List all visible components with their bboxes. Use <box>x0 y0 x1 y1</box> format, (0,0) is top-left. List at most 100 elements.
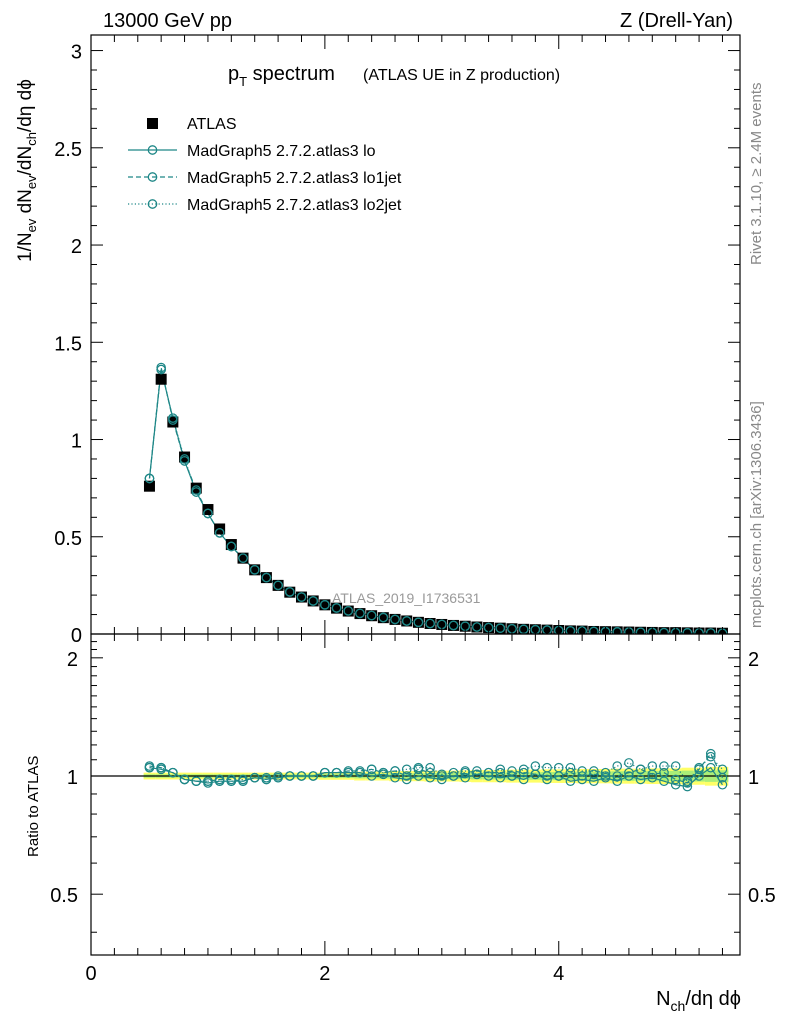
data-point <box>541 624 553 634</box>
legend-label-atlas: ATLAS <box>187 116 237 133</box>
mc-point-3 <box>425 618 435 629</box>
y-tick-label: 3 <box>71 42 82 64</box>
mc-point-3 <box>355 608 365 619</box>
ratio-point-0 <box>624 771 634 781</box>
ratio-point-1 <box>670 774 681 785</box>
ratio-point-2 <box>331 767 342 778</box>
y-tick-label: 0.5 <box>54 528 82 550</box>
y-tick-label: 2.5 <box>54 139 82 161</box>
mc-point-3 <box>577 626 587 634</box>
mc-point-3 <box>179 454 190 464</box>
ratio-point-2 <box>647 761 658 771</box>
ratio-point-0 <box>518 774 529 785</box>
mc-point-3 <box>261 572 272 583</box>
ratio-point-0 <box>542 774 552 785</box>
ratio-point-2 <box>624 758 634 768</box>
ratio-y-tick-label-right: 1 <box>748 767 759 789</box>
mc-point-3 <box>390 614 400 625</box>
legend-label-lo2jet: MadGraph5 2.7.2.atlas3 lo2jet <box>187 197 402 214</box>
legend-marker-lo <box>147 145 158 155</box>
mc-point-3 <box>249 565 260 575</box>
legend-marker-lo1jet <box>147 172 158 182</box>
ratio-point-2 <box>472 769 482 780</box>
mc-point-3 <box>331 603 342 613</box>
ratio-point-0 <box>705 762 716 773</box>
y-tick-label: 2 <box>71 236 82 258</box>
ratio-point-2 <box>296 771 307 781</box>
ratio-point-2 <box>156 762 166 773</box>
ratio-point-2 <box>495 764 506 775</box>
ratio-point-2 <box>694 762 704 773</box>
ratio-point-0 <box>366 771 377 781</box>
ratio-point-0 <box>437 774 447 785</box>
ratio-point-1 <box>705 748 716 759</box>
ratio-point-2 <box>600 767 611 778</box>
ratio-point-2 <box>413 762 424 773</box>
data-point <box>471 621 483 633</box>
ratio-y-tick-label: 1 <box>67 767 78 789</box>
data-point <box>260 572 272 584</box>
main-panel: 0 0.5 1 1.5 2 2.5 3 pT spectrum (ATLAS UE in Z… <box>15 34 741 647</box>
data-point <box>307 595 319 607</box>
ratio-point-2 <box>589 766 599 776</box>
data-point <box>155 373 167 385</box>
mc-point-3 <box>308 596 318 606</box>
ratio-point-0 <box>670 779 681 790</box>
ratio-panel-frame <box>90 633 741 956</box>
ratio-point-2 <box>530 761 541 771</box>
ratio-point-1 <box>589 769 599 780</box>
mc-point-3 <box>343 606 354 616</box>
data-point <box>377 612 389 624</box>
data-point <box>436 618 448 630</box>
data-point <box>143 480 155 492</box>
ratio-point-2 <box>144 762 155 773</box>
ratio-point-2 <box>565 762 576 773</box>
ratio-point-1 <box>600 771 611 781</box>
ratio-point-1 <box>612 771 623 781</box>
data-point <box>295 591 307 603</box>
ratio-point-0 <box>635 774 646 785</box>
ratio-point-2 <box>612 761 623 771</box>
ratio-point-1 <box>495 767 506 778</box>
data-point <box>611 626 623 634</box>
ratio-point-0 <box>717 779 728 790</box>
ratio-point-2 <box>437 769 447 780</box>
mc-point-3 <box>378 612 389 623</box>
data-point <box>681 627 693 634</box>
ratio-point-0 <box>647 772 658 783</box>
ratio-point-2 <box>226 776 237 787</box>
ratio-point-2 <box>448 767 459 778</box>
ratio-point-2 <box>214 776 225 787</box>
mc-point-3 <box>296 592 307 602</box>
ratio-point-2 <box>355 767 365 778</box>
analysis-label: ATLAS_2019_I1736531 <box>332 590 481 606</box>
legend-label-lo: MadGraph5 2.7.2.atlas3 lo <box>187 143 376 160</box>
data-point <box>459 620 471 632</box>
mc-point-3 <box>156 364 166 375</box>
ratio-point-2 <box>682 776 693 787</box>
mc-point-3 <box>273 580 283 591</box>
mc-point-3 <box>472 622 482 632</box>
data-point <box>401 615 413 627</box>
ratio-point-2 <box>401 764 412 775</box>
chart-title: pT spectrum <box>228 63 335 89</box>
mc-point-3 <box>191 487 202 497</box>
ratio-point-0 <box>589 776 599 787</box>
mc-point-3 <box>238 553 248 563</box>
rivet-label: Rivet 3.1.10, ≥ 2.4M events <box>748 83 765 266</box>
mc-point-3 <box>495 623 506 633</box>
y-tick-label: 1.5 <box>54 333 82 355</box>
ratio-point-1 <box>577 771 587 781</box>
data-point <box>342 605 354 617</box>
mc-point-3 <box>366 610 377 621</box>
ratio-series-line-1 <box>149 752 723 784</box>
mcplots-label: mcplots.cern.ch [arXiv:1306.3436] <box>748 401 765 628</box>
ratio-point-1 <box>507 766 517 776</box>
ratio-point-0 <box>401 774 412 785</box>
ratio-point-2 <box>249 772 260 783</box>
ratio-point-2 <box>179 774 190 785</box>
energy-label: 13000 GeV pp <box>103 10 232 32</box>
ratio-point-2 <box>553 762 564 773</box>
ratio-point-2 <box>483 767 494 778</box>
data-point <box>319 599 331 611</box>
